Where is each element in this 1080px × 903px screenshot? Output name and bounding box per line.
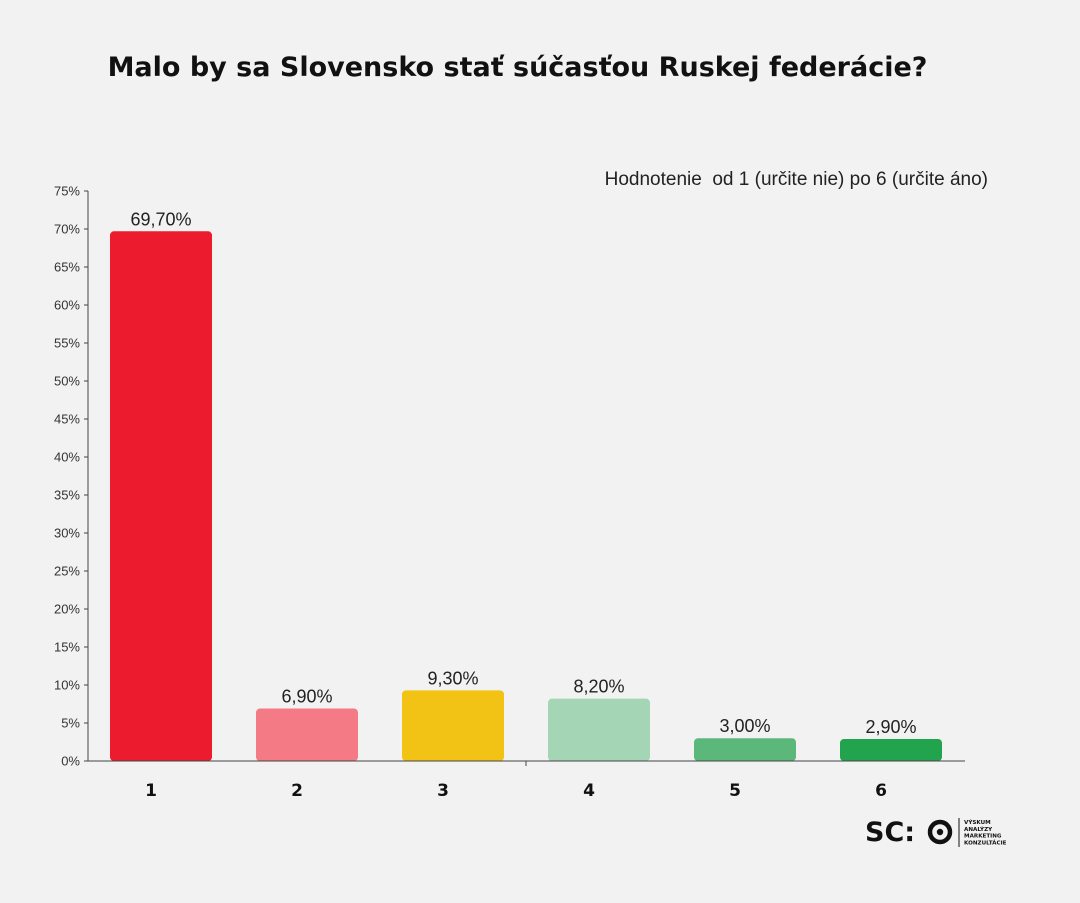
bar-1 xyxy=(110,231,212,761)
category-label-6: 6 xyxy=(875,781,887,801)
data-label-3: 9,30% xyxy=(427,668,478,688)
data-label-1: 69,70% xyxy=(130,209,191,229)
category-labels: 1 2 3 4 5 6 xyxy=(145,781,887,801)
y-tick-label: 55% xyxy=(54,336,80,351)
y-tick-label: 5% xyxy=(61,716,80,731)
category-label-3: 3 xyxy=(437,781,449,801)
logo-tagline: MARKETING xyxy=(964,834,1002,840)
category-label-4: 4 xyxy=(583,781,595,801)
bar-5 xyxy=(694,738,796,761)
y-tick-label: 30% xyxy=(54,526,80,541)
y-tick-label: 0% xyxy=(61,754,80,769)
y-tick-label: 40% xyxy=(54,450,80,465)
y-axis-ticks: 0% 5% 10% 15% 20% 25% 30% 35% 40% 45% 50% 55% 60% 65%… xyxy=(54,184,88,769)
y-tick-label: 25% xyxy=(54,564,80,579)
y-tick-label: 10% xyxy=(54,678,80,693)
bar-6 xyxy=(840,738,942,761)
logo-tagline: ANALÝZY xyxy=(964,826,993,833)
data-label-6: 2,90% xyxy=(865,717,916,737)
category-label-2: 2 xyxy=(291,781,303,801)
y-tick-label: 75% xyxy=(54,184,80,199)
logo-tagline: KONZULTÁCIE xyxy=(964,839,1007,846)
chart-title: Malo by sa Slovensko stať súčasťou Ruske… xyxy=(107,52,928,83)
y-tick-label: 65% xyxy=(54,260,80,275)
y-tick-label: 15% xyxy=(54,640,80,655)
chart-subtitle: Hodnotenie od 1 (určite nie) po 6 (určit… xyxy=(604,169,988,190)
bar-3 xyxy=(402,690,504,761)
y-tick-label: 20% xyxy=(54,602,80,617)
y-tick-label: 60% xyxy=(54,298,80,313)
y-tick-label: 70% xyxy=(54,222,80,237)
logo-brand: SC: xyxy=(865,817,915,848)
category-label-1: 1 xyxy=(145,781,157,801)
data-label-5: 3,00% xyxy=(719,716,770,736)
data-label-2: 6,90% xyxy=(281,687,332,707)
logo-tagline: VÝSKUM xyxy=(964,819,991,826)
y-tick-label: 45% xyxy=(54,412,80,427)
bar-2 xyxy=(256,708,358,761)
y-tick-label: 50% xyxy=(54,374,80,389)
logo-ring-icon xyxy=(927,819,953,845)
bar-4 xyxy=(548,698,650,761)
logo-dot-icon xyxy=(936,828,944,836)
bars xyxy=(110,231,942,761)
data-label-4: 8,20% xyxy=(573,677,624,697)
data-labels: 69,70% 6,90% 9,30% 8,20% 3,00% 2,90% xyxy=(130,209,916,737)
category-label-5: 5 xyxy=(729,781,741,801)
y-tick-label: 35% xyxy=(54,488,80,503)
